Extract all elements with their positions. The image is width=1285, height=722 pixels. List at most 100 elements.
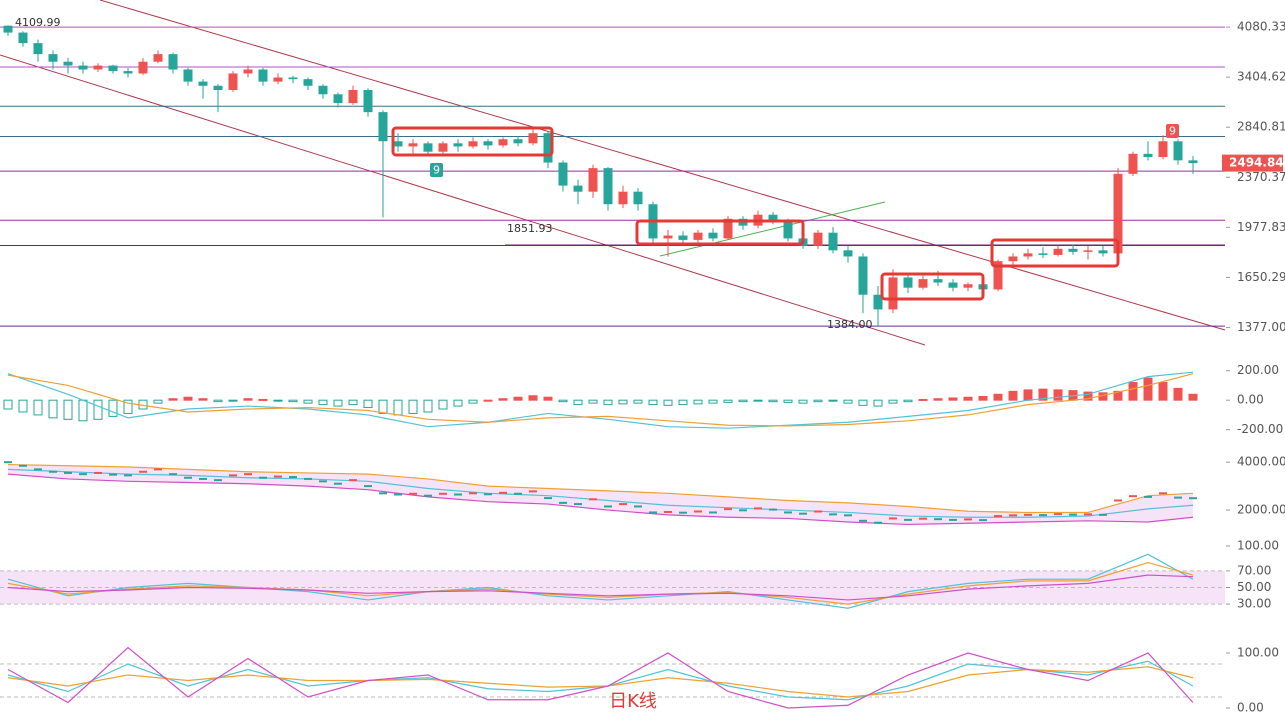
candle-body <box>543 133 553 163</box>
macd-bar <box>333 399 343 407</box>
candle-body <box>603 168 613 205</box>
indicator-line <box>7 468 1194 518</box>
candle-body <box>483 141 493 146</box>
macd-bar <box>1083 391 1093 401</box>
candle-body <box>318 85 328 95</box>
candle-body <box>1008 256 1018 262</box>
macd-bar <box>918 398 928 401</box>
candle-body <box>528 133 538 144</box>
candle-body <box>588 168 598 192</box>
macd-bar <box>663 399 673 406</box>
candle-body <box>1023 253 1033 257</box>
macd-bar <box>198 398 208 401</box>
last-price: 2494.84 <box>1229 156 1284 170</box>
candle-body <box>213 85 223 90</box>
macd-bar <box>453 399 463 407</box>
indicator-line <box>7 646 1194 709</box>
candle-body <box>558 162 568 186</box>
indicator-line <box>7 553 1194 609</box>
indicator-line <box>7 371 1194 429</box>
candle-body <box>888 277 898 310</box>
macd-bar <box>153 399 163 404</box>
macd-bar <box>1128 382 1138 401</box>
macd-bar <box>393 399 403 416</box>
macd-bar <box>573 399 583 406</box>
y-tick-label: 50.00 <box>1237 580 1271 594</box>
macd-bar <box>228 399 238 402</box>
y-tick-label: 100.00 <box>1237 539 1279 553</box>
macd-bar <box>363 399 373 409</box>
indicator-line <box>7 666 1194 698</box>
indicator-line <box>7 373 1194 427</box>
y-tick-label: 200.00 <box>1237 363 1279 377</box>
candle-body <box>663 235 673 239</box>
channel-line <box>0 54 926 346</box>
macd-bar <box>993 393 1003 401</box>
y-tick-label: 2370.37 <box>1237 170 1285 184</box>
macd-bar <box>468 399 478 404</box>
macd-bar <box>33 399 43 416</box>
macd-bar <box>108 399 118 417</box>
box <box>990 238 1120 268</box>
macd-bar <box>963 396 973 401</box>
candle-body <box>828 232 838 251</box>
macd-bar <box>603 399 613 406</box>
candle-body <box>63 61 73 66</box>
macd-bar <box>948 397 958 401</box>
candle-body <box>1053 248 1063 255</box>
candle-body <box>333 94 343 104</box>
candle-body <box>273 77 283 82</box>
trend-line <box>659 201 886 257</box>
candle-body <box>513 139 523 144</box>
signal-text: 9 <box>433 164 440 177</box>
candle-body <box>258 69 268 82</box>
macd-bar <box>18 399 28 413</box>
candle-body <box>1113 173 1123 254</box>
macd-bar <box>528 395 538 401</box>
candle-body <box>93 65 103 70</box>
candle-body <box>18 32 28 44</box>
macd-bar <box>408 399 418 414</box>
candle-body <box>963 284 973 288</box>
candle-body <box>708 232 718 239</box>
macd-bar <box>258 398 268 401</box>
candle-body <box>723 218 733 239</box>
y-tick-label: 4000.00 <box>1237 455 1285 469</box>
signal-badge <box>1166 124 1179 138</box>
macd-bar <box>633 399 643 404</box>
data-layer <box>0 25 1225 709</box>
macd-bar <box>513 396 523 401</box>
macd-bar <box>798 399 808 404</box>
candle-body <box>618 191 628 205</box>
macd-bar <box>828 399 838 402</box>
macd-bar <box>738 399 748 403</box>
macd-bar <box>1038 388 1048 401</box>
signal-badge <box>430 163 443 177</box>
y-tick-label: 1977.83 <box>1237 220 1285 234</box>
macd-bar <box>63 399 73 420</box>
candle-body <box>693 232 703 240</box>
candle-body <box>1083 250 1093 252</box>
macd-bar <box>3 399 13 410</box>
candle-body <box>78 65 88 70</box>
macd-bar <box>288 399 298 403</box>
high-annotation: 4109.99 <box>15 16 61 29</box>
macd-bar <box>618 399 628 405</box>
macd-bar <box>438 399 448 410</box>
candle-body <box>3 25 13 33</box>
macd-bar <box>498 398 508 401</box>
macd-bar <box>1113 390 1123 401</box>
candle-body <box>138 61 148 74</box>
candle-body <box>33 43 43 55</box>
y-tick-label: 70.00 <box>1237 563 1271 577</box>
macd-bar <box>753 399 763 402</box>
y-tick-label: 4080.33 <box>1237 20 1285 34</box>
macd-bar <box>813 399 823 403</box>
macd-bar <box>843 399 853 404</box>
y-tick-label: 2840.81 <box>1237 120 1285 134</box>
candle-body <box>243 69 253 74</box>
candle-body <box>168 54 178 70</box>
candle-body <box>468 141 478 147</box>
y-tick-label: 3404.62 <box>1237 70 1285 84</box>
